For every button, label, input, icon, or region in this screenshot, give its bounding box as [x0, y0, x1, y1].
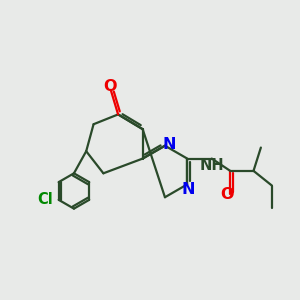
Text: O: O: [103, 80, 116, 94]
Text: NH: NH: [200, 158, 224, 173]
Text: Cl: Cl: [37, 192, 53, 207]
Text: N: N: [163, 137, 176, 152]
Text: N: N: [182, 182, 195, 197]
Text: O: O: [220, 187, 234, 202]
